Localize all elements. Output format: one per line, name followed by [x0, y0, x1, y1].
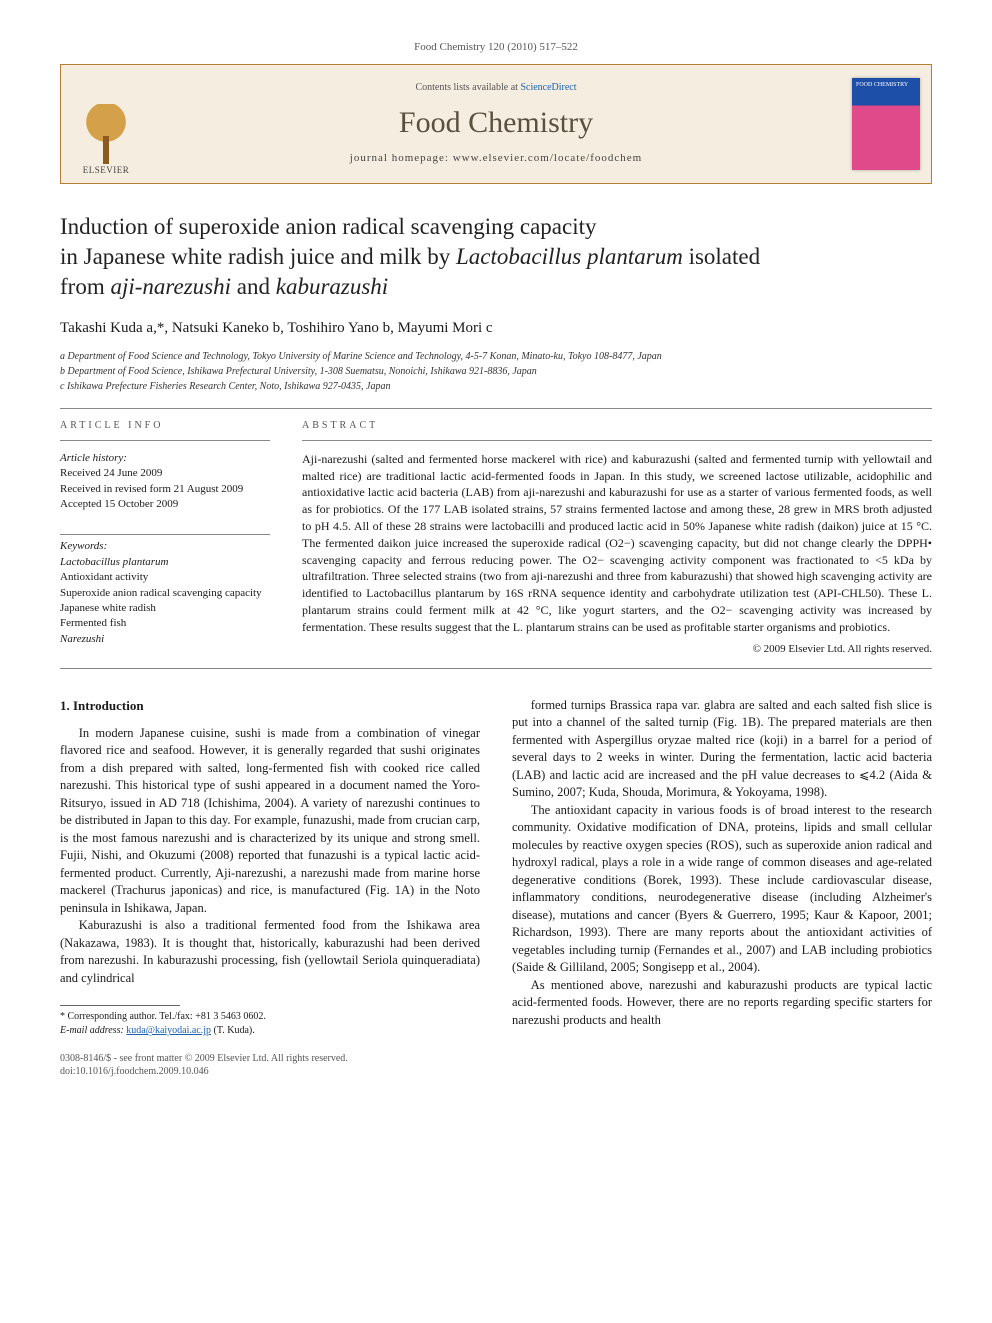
journal-homepage-line: journal homepage: www.elsevier.com/locat… — [151, 151, 841, 167]
article-info-abstract-row: ARTICLE INFO Article history: Received 2… — [60, 413, 932, 657]
email-suffix: (T. Kuda). — [214, 1025, 255, 1036]
author-list: Takashi Kuda a,*, Natsuki Kaneko b, Tosh… — [60, 318, 932, 340]
email-label: E-mail address: — [60, 1025, 124, 1036]
footer-issn-line: 0308-8146/$ - see front matter © 2009 El… — [60, 1052, 932, 1065]
body-column-right: formed turnips Brassica rapa var. glabra… — [512, 697, 932, 1039]
footnote-rule — [60, 1005, 180, 1006]
corresponding-author-footnote: * Corresponding author. Tel./fax: +81 3 … — [60, 1010, 480, 1038]
title-line3a: from — [60, 274, 110, 299]
journal-cover-thumbnail: FOOD CHEMISTRY — [852, 78, 920, 170]
abstract-column: ABSTRACT Aji-narezushi (salted and ferme… — [302, 413, 932, 657]
history-revised: Received in revised form 21 August 2009 — [60, 482, 270, 497]
body-columns: 1. Introduction In modern Japanese cuisi… — [60, 697, 932, 1039]
affiliation-a: a Department of Food Science and Technol… — [60, 349, 932, 364]
keyword-1: Lactobacillus plantarum — [60, 555, 270, 570]
banner-center: Contents lists available at ScienceDirec… — [151, 65, 841, 183]
footer-doi-line: doi:10.1016/j.foodchem.2009.10.046 — [60, 1065, 932, 1078]
journal-banner: ELSEVIER Contents lists available at Sci… — [60, 64, 932, 184]
title-line1: Induction of superoxide anion radical sc… — [60, 214, 596, 239]
intro-paragraph-2: Kaburazushi is also a traditional fermen… — [60, 917, 480, 987]
page-footer: 0308-8146/$ - see front matter © 2009 El… — [60, 1052, 932, 1078]
divider-keywords — [60, 534, 270, 535]
title-line2c: isolated — [683, 244, 760, 269]
title-term2: kaburazushi — [276, 274, 388, 299]
title-line2a: in Japanese white radish juice and milk … — [60, 244, 456, 269]
section-1-heading: 1. Introduction — [60, 697, 480, 715]
homepage-url[interactable]: www.elsevier.com/locate/foodchem — [453, 152, 643, 164]
affiliation-b: b Department of Food Science, Ishikawa P… — [60, 364, 932, 379]
keyword-2: Antioxidant activity — [60, 570, 270, 585]
homepage-prefix: journal homepage: — [350, 152, 453, 164]
divider-top — [60, 408, 932, 409]
keyword-6: Narezushi — [60, 632, 270, 647]
article-info-heading: ARTICLE INFO — [60, 413, 270, 441]
elsevier-tree-icon — [81, 104, 131, 164]
contents-prefix: Contents lists available at — [415, 82, 520, 93]
article-history: Article history: Received 24 June 2009 R… — [60, 451, 270, 513]
elsevier-wordmark: ELSEVIER — [83, 164, 130, 177]
title-term1: aji-narezushi — [110, 274, 231, 299]
elsevier-logo: ELSEVIER — [71, 87, 141, 177]
history-accepted: Accepted 15 October 2009 — [60, 497, 270, 512]
title-line3c: and — [231, 274, 276, 299]
keywords-block: Keywords: Lactobacillus plantarum Antiox… — [60, 539, 270, 647]
body-column-left: 1. Introduction In modern Japanese cuisi… — [60, 697, 480, 1039]
affiliation-c: c Ishikawa Prefecture Fisheries Research… — [60, 379, 932, 394]
keywords-label: Keywords: — [60, 539, 270, 554]
intro-paragraph-4: The antioxidant capacity in various food… — [512, 802, 932, 977]
keyword-4: Japanese white radish — [60, 601, 270, 616]
publisher-logo-cell: ELSEVIER — [61, 65, 151, 183]
cover-thumb-title: FOOD CHEMISTRY — [856, 82, 908, 89]
corr-author-line: * Corresponding author. Tel./fax: +81 3 … — [60, 1010, 480, 1024]
divider-bottom — [60, 668, 932, 669]
intro-paragraph-1: In modern Japanese cuisine, sushi is mad… — [60, 725, 480, 918]
keyword-3: Superoxide anion radical scavenging capa… — [60, 586, 270, 601]
journal-title: Food Chemistry — [151, 101, 841, 145]
history-label: Article history: — [60, 451, 270, 466]
history-received: Received 24 June 2009 — [60, 466, 270, 481]
intro-paragraph-5: As mentioned above, narezushi and kabura… — [512, 977, 932, 1030]
intro-paragraph-3: formed turnips Brassica rapa var. glabra… — [512, 697, 932, 802]
title-species: Lactobacillus plantarum — [456, 244, 683, 269]
sciencedirect-link[interactable]: ScienceDirect — [520, 82, 576, 93]
article-info-column: ARTICLE INFO Article history: Received 2… — [60, 413, 270, 657]
corr-email-link[interactable]: kuda@kaiyodai.ac.jp — [126, 1025, 211, 1036]
abstract-heading: ABSTRACT — [302, 413, 932, 441]
cover-thumb-cell: FOOD CHEMISTRY — [841, 65, 931, 183]
abstract-text: Aji-narezushi (salted and fermented hors… — [302, 451, 932, 636]
article-title: Induction of superoxide anion radical sc… — [60, 212, 932, 302]
running-header: Food Chemistry 120 (2010) 517–522 — [60, 40, 932, 56]
keyword-5: Fermented fish — [60, 616, 270, 631]
abstract-copyright: © 2009 Elsevier Ltd. All rights reserved… — [302, 642, 932, 658]
affiliations: a Department of Food Science and Technol… — [60, 349, 932, 394]
contents-lists-line: Contents lists available at ScienceDirec… — [151, 81, 841, 96]
